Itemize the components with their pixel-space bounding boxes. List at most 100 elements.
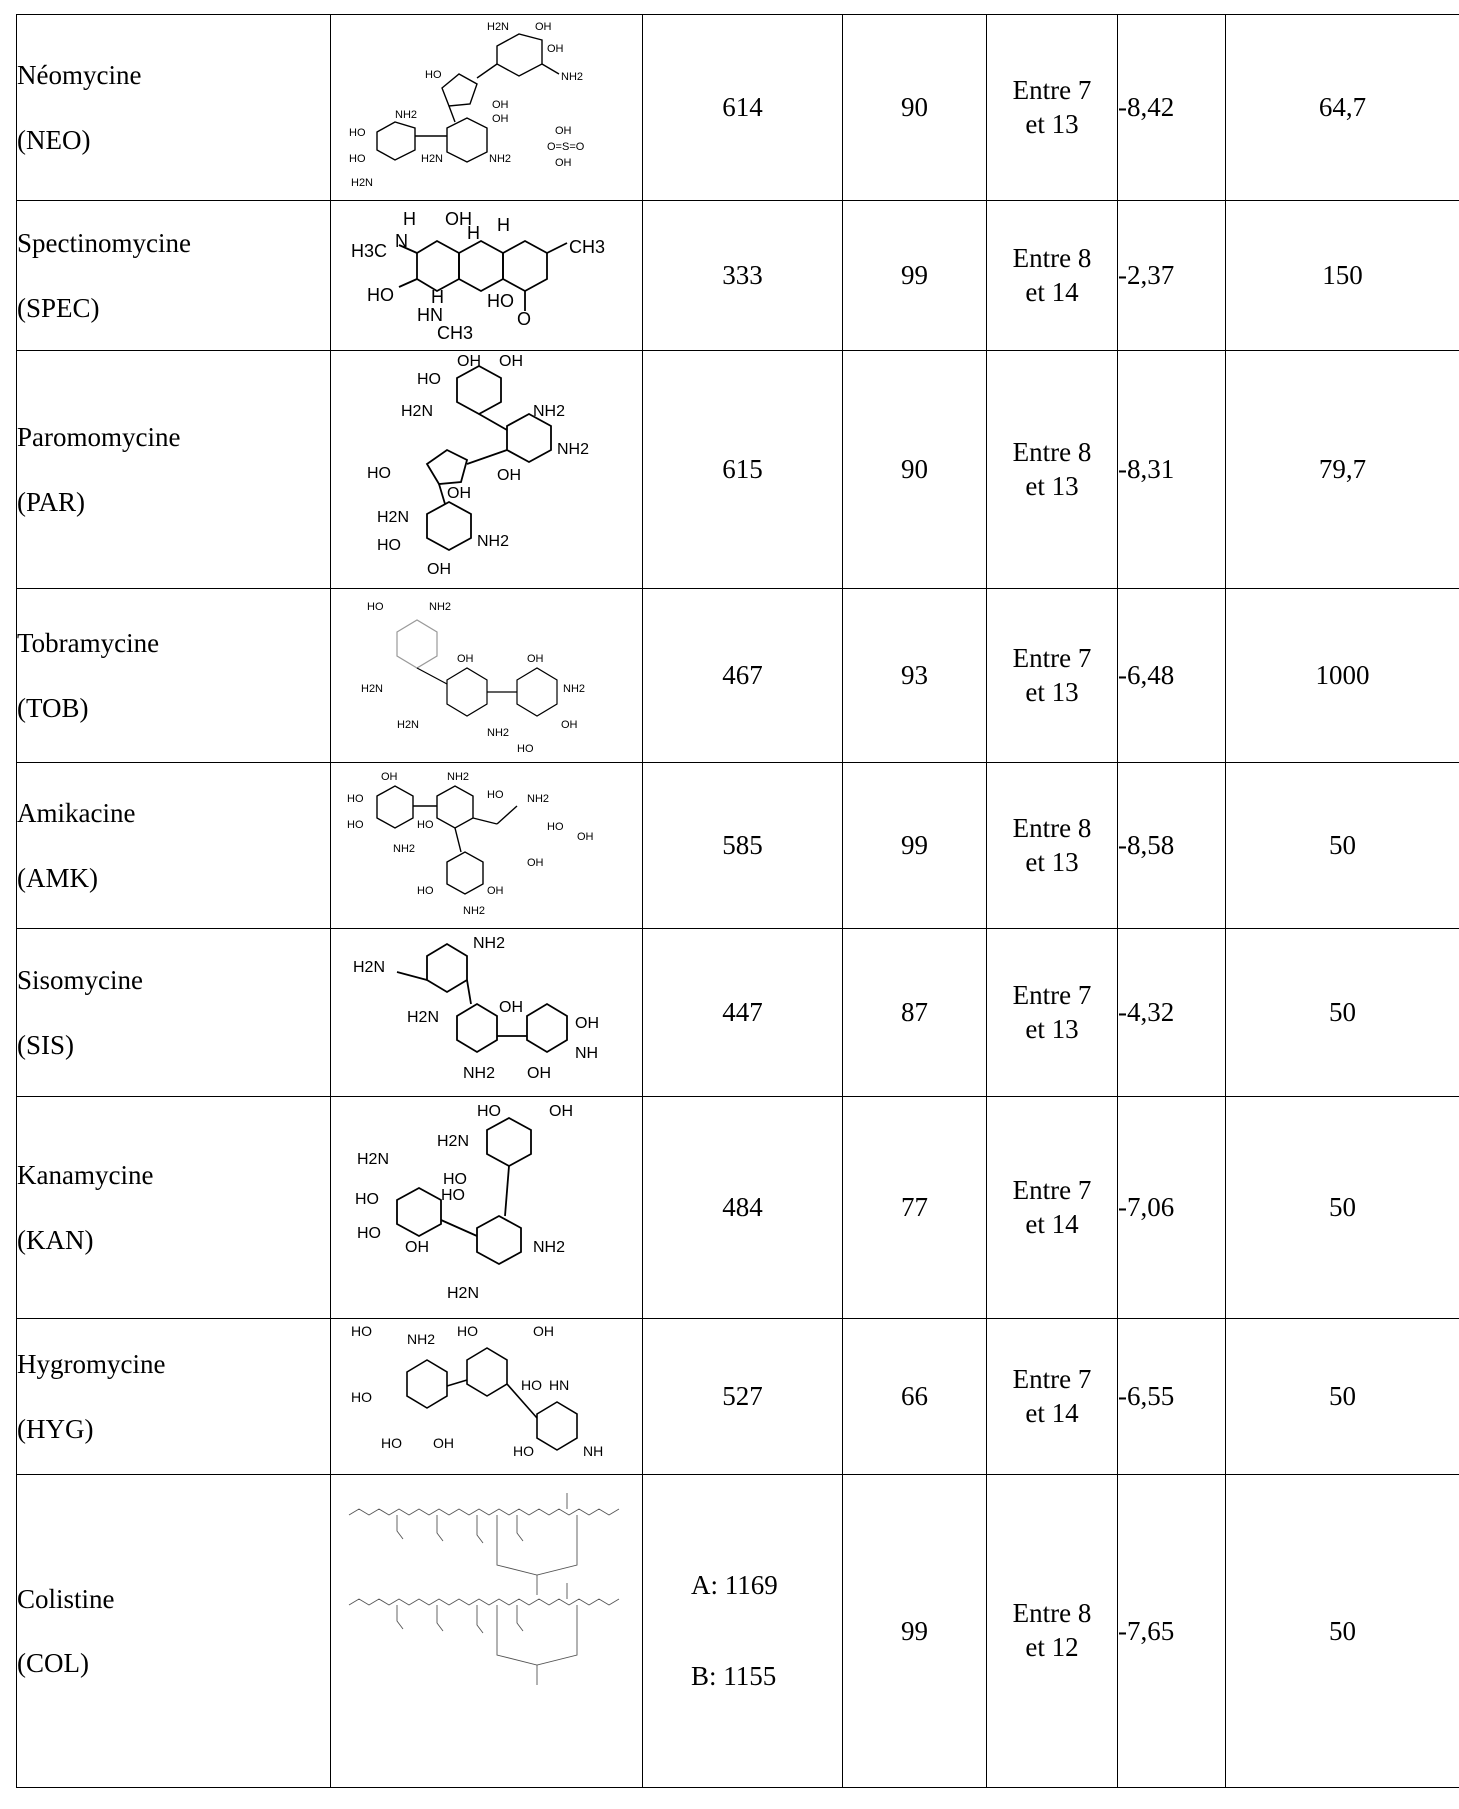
- spectinomycin-structure-icon: H OH H H CH3 H3C N HO H HN HO O CH3: [351, 209, 605, 343]
- table-row: Spectinomycine (SPEC) H OH H H CH3 H3C N: [16, 200, 1459, 351]
- svg-text:H2N: H2N: [407, 1009, 439, 1026]
- drug-abbreviation: (TOB): [17, 692, 89, 723]
- svg-text:HO: HO: [513, 1443, 534, 1459]
- svg-text:HO: HO: [367, 601, 384, 613]
- svg-text:NH: NH: [575, 1045, 598, 1062]
- svg-text:OH: OH: [577, 831, 594, 843]
- svg-text:OH: OH: [487, 885, 504, 897]
- svg-text:OH: OH: [533, 1323, 554, 1339]
- svg-text:HN: HN: [549, 1377, 569, 1393]
- svg-text:HO: HO: [487, 291, 514, 311]
- drug-name-cell: Néomycine (NEO): [16, 14, 331, 201]
- table-row: Sisomycine (SIS) NH2 H2N H2N OH OH NH NH…: [16, 928, 1459, 1097]
- value-cell: 99: [842, 762, 987, 929]
- drug-abbreviation: (KAN): [17, 1224, 94, 1255]
- structure-cell: OH NH2 HO NH2 HO HO HO NH2 HO OH OH HO O…: [330, 762, 643, 929]
- svg-text:HO: HO: [443, 1171, 467, 1188]
- ph-cell: Entre 8 et 13: [986, 762, 1118, 929]
- value-cell: 87: [842, 928, 987, 1097]
- svg-text:NH2: NH2: [477, 533, 509, 550]
- ph-cell: Entre 8 et 14: [986, 200, 1118, 351]
- drug-abbreviation: (SPEC): [17, 292, 100, 323]
- svg-text:HO: HO: [521, 1377, 542, 1393]
- svg-text:NH2: NH2: [395, 109, 417, 121]
- svg-text:HO: HO: [425, 69, 442, 81]
- svg-text:H2N: H2N: [437, 1133, 469, 1150]
- svg-text:NH2: NH2: [463, 905, 485, 917]
- svg-text:OH: OH: [433, 1435, 454, 1451]
- drug-name: Kanamycine: [17, 1160, 154, 1191]
- svg-text:HO: HO: [457, 1323, 478, 1339]
- value-cell: 99: [842, 1474, 987, 1788]
- svg-text:HO: HO: [441, 1187, 465, 1204]
- svg-text:H2N: H2N: [401, 403, 433, 420]
- svg-text:OH: OH: [561, 719, 578, 731]
- svg-text:HO: HO: [517, 743, 534, 755]
- ph-cell: Entre 7 et 13: [986, 14, 1118, 201]
- table-row: Tobramycine (TOB) HO NH2 OH OH H2N NH2 H…: [16, 588, 1459, 763]
- ph-cell: Entre 8 et 12: [986, 1474, 1118, 1788]
- svg-text:HO: HO: [349, 127, 366, 139]
- value-cell: 90: [842, 14, 987, 201]
- svg-text:NH2: NH2: [487, 727, 509, 739]
- svg-text:OH: OH: [492, 113, 509, 125]
- svg-text:NH2: NH2: [489, 153, 511, 165]
- svg-text:OH: OH: [499, 999, 523, 1016]
- svg-text:OH: OH: [457, 653, 474, 665]
- ph-cell: Entre 8 et 13: [986, 350, 1118, 589]
- value-cell: 50: [1225, 928, 1459, 1097]
- svg-text:OH: OH: [447, 485, 471, 502]
- svg-text:H2N: H2N: [487, 21, 509, 33]
- amikacin-structure-icon: OH NH2 HO NH2 HO HO HO NH2 HO OH OH HO O…: [347, 771, 594, 917]
- svg-text:H: H: [497, 215, 510, 235]
- value-cell: 66: [842, 1318, 987, 1475]
- svg-text:HO: HO: [347, 819, 364, 831]
- svg-text:OH: OH: [535, 21, 552, 33]
- paromomycin-structure-icon: OH OH HO H2N NH2 NH2 HO OH OH H2N HO NH2…: [367, 354, 589, 578]
- drug-name: Amikacine: [17, 798, 136, 829]
- logp-cell: -6,48: [1117, 588, 1226, 763]
- value-cell: 150: [1225, 200, 1459, 351]
- logp-cell: -7,06: [1117, 1096, 1226, 1319]
- svg-text:HO: HO: [355, 1191, 379, 1208]
- drug-name-cell: Amikacine (AMK): [16, 762, 331, 929]
- value-cell: 50: [1225, 1474, 1459, 1788]
- svg-text:CH3: CH3: [437, 323, 473, 343]
- svg-text:HO: HO: [357, 1225, 381, 1242]
- svg-text:OH: OH: [555, 157, 572, 169]
- svg-text:OH: OH: [497, 467, 521, 484]
- table-row: Amikacine (AMK) OH NH2 HO NH2 HO HO HO: [16, 762, 1459, 929]
- antibiotics-table: Néomycine (NEO) H2N OH OH HO NH2 NH2: [16, 14, 1459, 1788]
- svg-text:OH: OH: [527, 653, 544, 665]
- value-cell: 50: [1225, 1318, 1459, 1475]
- structure-cell: [330, 1474, 643, 1788]
- drug-name: Spectinomycine: [17, 228, 191, 259]
- svg-text:H2N: H2N: [353, 959, 385, 976]
- svg-text:H: H: [431, 287, 444, 307]
- svg-text:NH2: NH2: [393, 843, 415, 855]
- svg-text:HO: HO: [349, 153, 366, 165]
- value-cell: 50: [1225, 1096, 1459, 1319]
- value-cell: 64,7: [1225, 14, 1459, 201]
- svg-text:OH: OH: [405, 1239, 429, 1256]
- structure-cell: H2N OH OH HO NH2 NH2 HO OH OH HO H2N NH2…: [330, 14, 643, 201]
- svg-text:NH2: NH2: [463, 1065, 495, 1082]
- svg-text:H2N: H2N: [421, 153, 443, 165]
- table-row: Kanamycine (KAN) HO OH H2N H2N HO HO HO …: [16, 1096, 1459, 1319]
- hygromycin-structure-icon: HO NH2 HO OH HO HN HO HO OH HO NH: [351, 1323, 603, 1459]
- svg-text:HN: HN: [417, 305, 443, 325]
- logp-cell: -8,42: [1117, 14, 1226, 201]
- mw-cell: 615: [642, 350, 843, 589]
- svg-text:OH: OH: [527, 857, 544, 869]
- logp-cell: -6,55: [1117, 1318, 1226, 1475]
- table-row: Paromomycine (PAR) OH OH HO H2N NH2 NH2: [16, 350, 1459, 589]
- svg-text:H2N: H2N: [397, 719, 419, 731]
- svg-text:HO: HO: [351, 1389, 372, 1405]
- svg-text:NH2: NH2: [563, 683, 585, 695]
- tobramycin-structure-icon: HO NH2 OH OH H2N NH2 H2N NH2 OH HO: [361, 601, 585, 755]
- drug-name-cell: Hygromycine (HYG): [16, 1318, 331, 1475]
- drug-abbreviation: (NEO): [17, 124, 91, 155]
- svg-text:H: H: [467, 223, 480, 243]
- svg-text:O: O: [517, 309, 531, 329]
- sisomicin-structure-icon: NH2 H2N H2N OH OH NH NH2 OH: [353, 935, 599, 1082]
